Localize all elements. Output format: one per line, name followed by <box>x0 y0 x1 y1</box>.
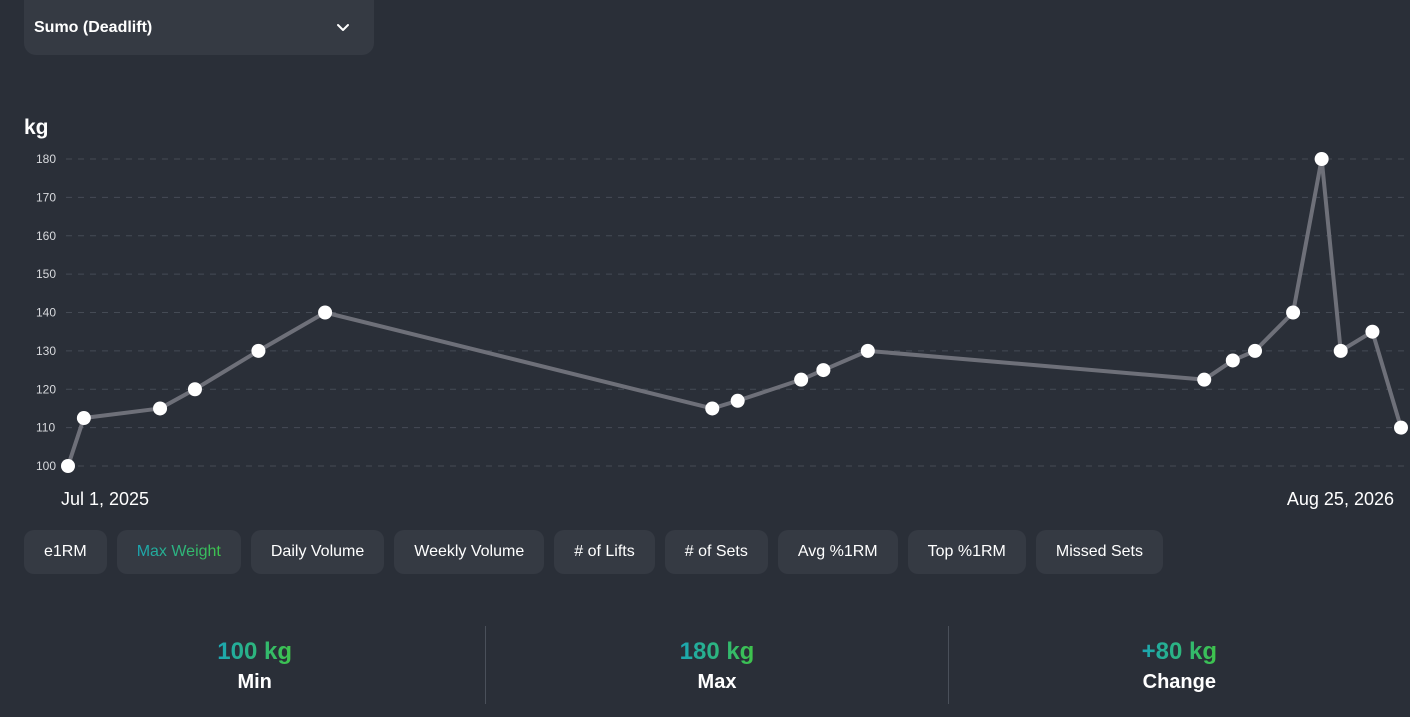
data-point[interactable] <box>730 393 745 408</box>
data-point[interactable] <box>1333 343 1348 358</box>
metric-button-label: Weekly Volume <box>414 543 525 560</box>
summary-stats: 100 kg Min 180 kg Max +80 kg Change <box>24 626 1410 704</box>
data-point[interactable] <box>187 382 202 397</box>
data-point[interactable] <box>794 372 809 387</box>
metric-button-label: Max Weight <box>136 543 221 560</box>
stat-change: +80 kg Change <box>947 626 1410 704</box>
exercise-select-value: Sumo (Deadlift) <box>34 18 153 36</box>
metric-button-label: e1RM <box>44 543 87 560</box>
series-line <box>66 157 1403 467</box>
data-point[interactable] <box>1286 305 1301 320</box>
x-axis-start-label: Jul 1, 2025 <box>61 489 150 509</box>
y-tick-label: 100 <box>36 459 56 473</box>
data-point[interactable] <box>153 401 168 416</box>
data-point[interactable] <box>860 343 875 358</box>
metric-button-label: Daily Volume <box>270 543 365 560</box>
stat-max: 180 kg Max <box>485 626 947 704</box>
data-point[interactable] <box>1197 372 1212 387</box>
y-tick-label: 170 <box>36 190 56 204</box>
metric-button-label: # of Sets <box>684 543 748 560</box>
data-point[interactable] <box>1225 353 1240 368</box>
stat-value: +80 kg <box>1141 637 1218 665</box>
y-tick-label: 140 <box>36 306 56 320</box>
chevron-down-icon <box>336 21 350 35</box>
metric-button-label: Avg %1RM <box>797 543 878 560</box>
metric-button-e1rm[interactable]: e1RM <box>24 530 107 574</box>
stat-label: Max <box>697 670 737 693</box>
data-point[interactable] <box>76 411 91 426</box>
data-point[interactable] <box>251 343 266 358</box>
metric-button-avg-1rm[interactable]: Avg %1RM <box>777 530 898 574</box>
y-tick-label: 150 <box>36 267 56 281</box>
metric-button-label: Missed Sets <box>1055 543 1143 560</box>
metric-button-weekly-volume[interactable]: Weekly Volume <box>394 530 545 574</box>
stat-value: 180 kg <box>679 637 755 665</box>
stat-value: 100 kg <box>217 637 293 665</box>
metric-button-daily-volume[interactable]: Daily Volume <box>250 530 385 574</box>
data-point[interactable] <box>1248 343 1263 358</box>
max-weight-line-chart: 100 110 120 130 140 150 160 170 180 <box>36 152 1408 473</box>
y-tick-label: 110 <box>36 421 55 435</box>
metric-button-missed-sets[interactable]: Missed Sets <box>1035 530 1163 574</box>
exercise-select[interactable]: Sumo (Deadlift) <box>24 0 374 55</box>
metric-button-of-sets[interactable]: # of Sets <box>664 530 768 574</box>
metric-button-of-lifts[interactable]: # of Lifts <box>554 530 655 574</box>
metric-button-label: # of Lifts <box>574 543 635 560</box>
stat-label: Change <box>1142 670 1216 693</box>
stat-min: 100 kg Min <box>24 626 485 704</box>
stat-label: Min <box>237 670 272 693</box>
data-point[interactable] <box>816 363 831 378</box>
y-tick-label: 130 <box>36 344 56 358</box>
data-point[interactable] <box>318 305 333 320</box>
metric-selector: e1RM Max Weight Daily Volume Weekly Volume #… <box>24 530 1163 574</box>
y-tick-label: 180 <box>36 152 56 166</box>
metric-button-max-weight[interactable]: Max Weight <box>116 530 241 574</box>
y-tick-label: 160 <box>36 229 56 243</box>
data-point[interactable] <box>1314 152 1329 166</box>
data-point[interactable] <box>1394 420 1408 435</box>
data-point[interactable] <box>705 401 720 416</box>
data-point[interactable] <box>61 459 75 473</box>
x-axis-end-label: Aug 25, 2026 <box>1286 489 1394 509</box>
y-axis-unit-label: kg <box>24 116 49 139</box>
metric-button-label: Top %1RM <box>927 543 1006 560</box>
metric-button-top-1rm[interactable]: Top %1RM <box>907 530 1026 574</box>
data-point[interactable] <box>1365 324 1380 339</box>
y-tick-label: 120 <box>36 382 56 396</box>
